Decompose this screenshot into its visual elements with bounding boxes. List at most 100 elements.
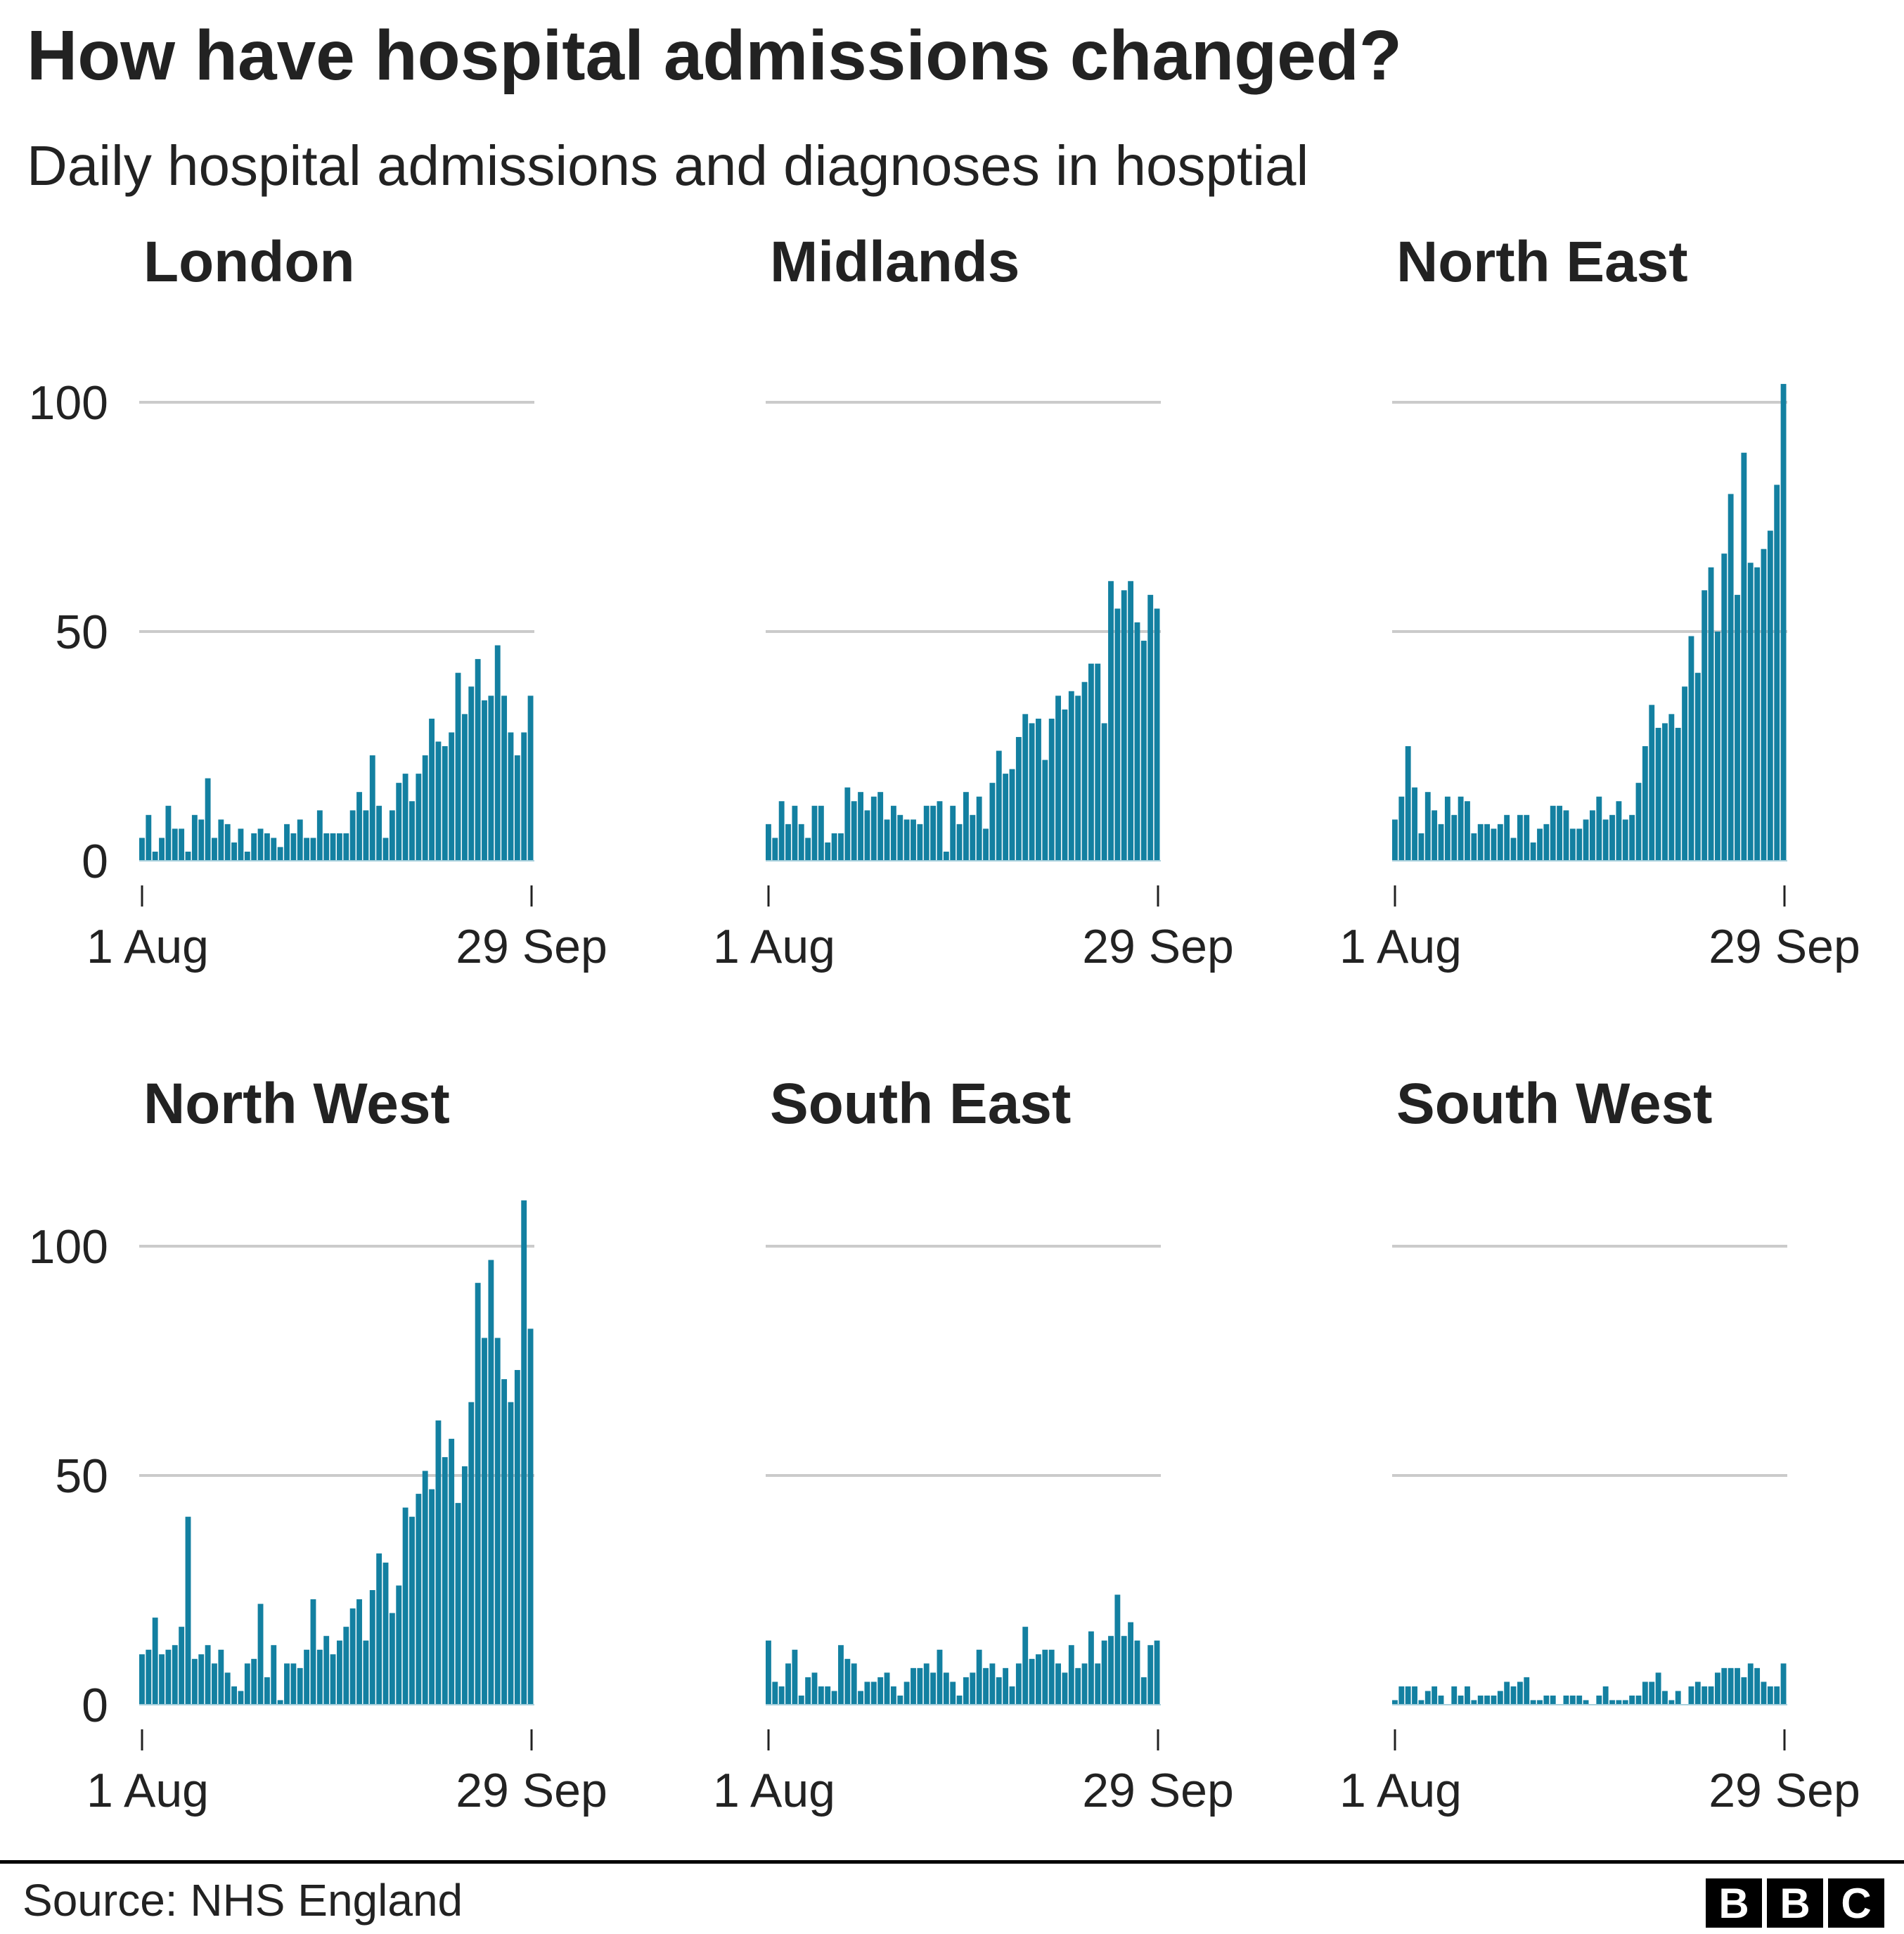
bar — [930, 805, 937, 861]
bar — [284, 1663, 290, 1705]
bar — [257, 1603, 264, 1705]
bar — [146, 1649, 152, 1705]
bar — [191, 1658, 198, 1705]
bar — [165, 1649, 172, 1705]
bar — [475, 1283, 481, 1705]
bar — [1088, 663, 1094, 861]
bar — [290, 833, 297, 861]
bar — [1741, 1677, 1747, 1705]
bar — [1154, 608, 1160, 861]
bar — [402, 1507, 409, 1705]
bar — [1458, 1695, 1464, 1705]
bar — [976, 1649, 982, 1705]
bar — [1405, 746, 1411, 861]
bar — [1649, 1682, 1655, 1705]
bar — [455, 672, 461, 861]
logo-letter: B — [1767, 1878, 1823, 1928]
bar — [1029, 1658, 1035, 1705]
panel-title: London — [143, 230, 355, 294]
bar — [766, 824, 771, 861]
bar — [1412, 1686, 1417, 1705]
bar — [1721, 1667, 1728, 1705]
bar — [1412, 787, 1417, 861]
bar — [937, 801, 943, 861]
bar — [1471, 833, 1477, 861]
bar — [224, 1672, 231, 1705]
bar — [1675, 727, 1681, 861]
bar — [1134, 622, 1140, 861]
bar — [179, 828, 185, 861]
panel-title: South East — [770, 1072, 1071, 1136]
bar — [1432, 810, 1438, 861]
bar — [963, 792, 969, 861]
bar — [1465, 1686, 1470, 1705]
bar — [363, 810, 369, 861]
bar — [923, 805, 930, 861]
logo-letter: B — [1706, 1878, 1762, 1928]
bar — [1484, 1695, 1490, 1705]
bar — [1557, 805, 1563, 861]
bar — [198, 1654, 205, 1705]
bar — [521, 732, 527, 861]
bar — [996, 750, 1002, 861]
bar — [449, 1438, 455, 1705]
x-tick-label: 29 Sep — [1082, 1764, 1234, 1817]
bar — [1761, 549, 1767, 861]
footer-divider — [0, 1860, 1904, 1864]
bar — [1662, 723, 1668, 861]
bar — [1095, 1663, 1101, 1705]
bar — [1550, 805, 1556, 861]
bar — [238, 828, 244, 861]
bar — [1121, 590, 1127, 861]
bar — [1537, 828, 1543, 861]
bar — [1517, 814, 1523, 861]
bar — [1714, 1672, 1720, 1705]
bar — [1741, 452, 1747, 861]
bar — [1563, 1695, 1569, 1705]
bar — [251, 833, 257, 861]
bar — [422, 755, 428, 861]
bar — [1774, 485, 1780, 861]
bar — [416, 774, 422, 861]
bar — [825, 842, 831, 861]
bar — [996, 1677, 1002, 1705]
bar — [1622, 819, 1628, 861]
bar — [1563, 810, 1569, 861]
bar — [1432, 1686, 1438, 1705]
bar — [527, 696, 534, 861]
bar — [297, 1667, 303, 1705]
y-tick-label: 0 — [82, 1679, 108, 1732]
bar — [146, 814, 152, 861]
bar — [1642, 746, 1648, 861]
bar — [494, 1338, 501, 1705]
bar — [1134, 1640, 1140, 1705]
bar — [139, 838, 145, 861]
bar — [1668, 714, 1675, 861]
bar — [1714, 632, 1720, 861]
bar — [297, 819, 303, 861]
bar — [805, 838, 811, 861]
bar — [389, 1613, 395, 1705]
x-tick-label: 29 Sep — [456, 920, 607, 973]
bar — [1036, 718, 1041, 861]
bar — [363, 1640, 369, 1705]
bar — [514, 1370, 520, 1705]
bar — [1108, 581, 1114, 861]
bar — [772, 838, 778, 861]
bar — [212, 838, 217, 861]
bar — [1602, 1686, 1609, 1705]
bar — [858, 1691, 863, 1705]
bar — [831, 1691, 837, 1705]
bar — [501, 696, 508, 861]
bar — [1767, 1686, 1773, 1705]
bar — [1728, 494, 1734, 861]
bar — [917, 1667, 923, 1705]
bar — [943, 1672, 949, 1705]
bar — [1392, 1700, 1398, 1705]
bar — [1694, 672, 1701, 861]
bar — [1543, 1695, 1550, 1705]
bar — [1484, 824, 1490, 861]
bar — [917, 824, 923, 861]
bar — [1101, 1640, 1107, 1705]
x-tick-label: 1 Aug — [713, 920, 835, 973]
